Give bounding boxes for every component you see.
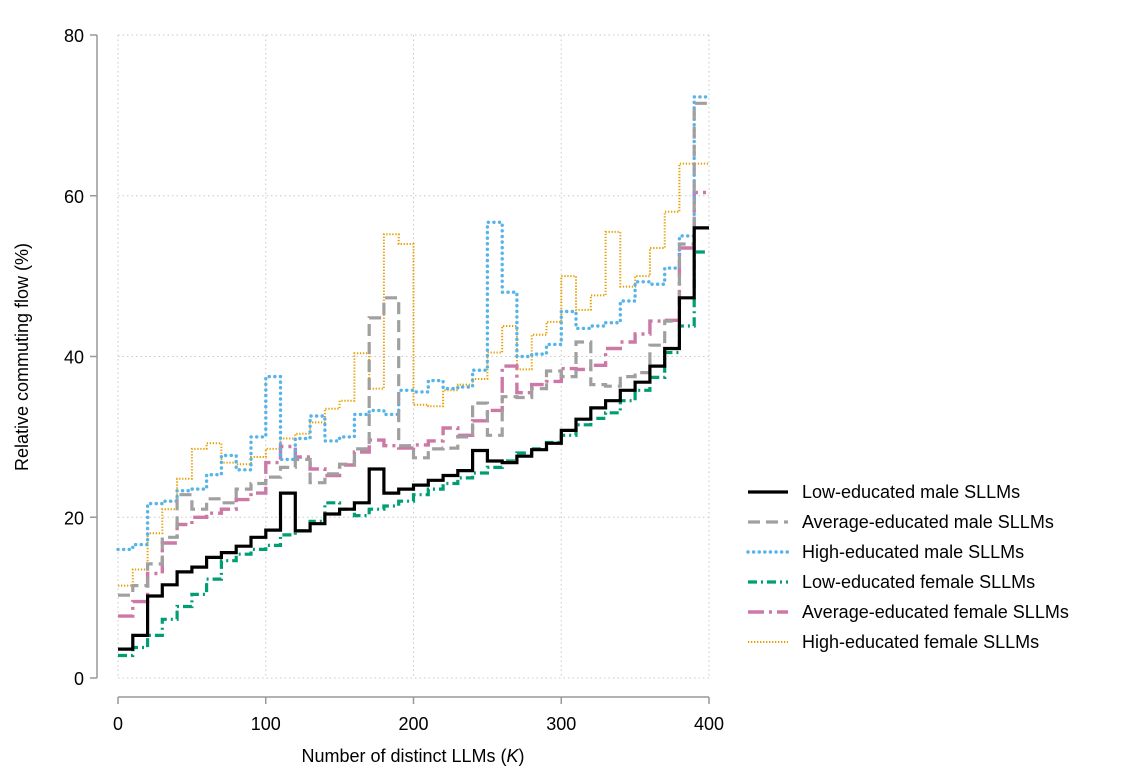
series-line-3 — [116, 95, 711, 552]
x-tick-label: 300 — [546, 714, 576, 734]
legend-label: Low-educated male SLLMs — [802, 482, 1020, 502]
x-axis-title: Number of distinct LLMs (K) — [301, 746, 524, 766]
x-axis-title-text: Number of distinct LLMs — [301, 746, 495, 766]
y-tick-label: 0 — [74, 669, 84, 689]
grid — [117, 34, 710, 679]
x-ticks: 0 100 200 300 400 — [113, 697, 724, 734]
y-tick-label: 40 — [64, 348, 84, 368]
series-line-6 — [118, 162, 709, 587]
series-line-4 — [118, 250, 709, 658]
series-line-5 — [118, 190, 709, 618]
x-tick-label: 100 — [251, 714, 281, 734]
y-tick-label: 20 — [64, 508, 84, 528]
legend-label: High-educated male SLLMs — [802, 542, 1024, 562]
axes — [96, 35, 709, 698]
series-line-1 — [118, 226, 709, 651]
legend-label: Low-educated female SLLMs — [802, 572, 1035, 592]
series-line-2 — [118, 101, 709, 597]
y-tick-label: 80 — [64, 26, 84, 46]
y-tick-label: 60 — [64, 187, 84, 207]
y-ticks: 0 20 40 60 80 — [64, 26, 97, 689]
x-axis-title-variable: K — [507, 746, 520, 766]
legend-label: High-educated female SLLMs — [802, 632, 1039, 652]
legend: Low-educated male SLLMs Average-educated … — [746, 482, 1069, 652]
legend-label: Average-educated female SLLMs — [802, 602, 1069, 622]
x-tick-label: 200 — [398, 714, 428, 734]
y-axis-title: Relative commuting flow (%) — [12, 243, 32, 471]
legend-label: Average-educated male SLLMs — [802, 512, 1054, 532]
series-layer — [116, 95, 711, 658]
x-tick-label: 400 — [694, 714, 724, 734]
x-tick-label: 0 — [113, 714, 123, 734]
